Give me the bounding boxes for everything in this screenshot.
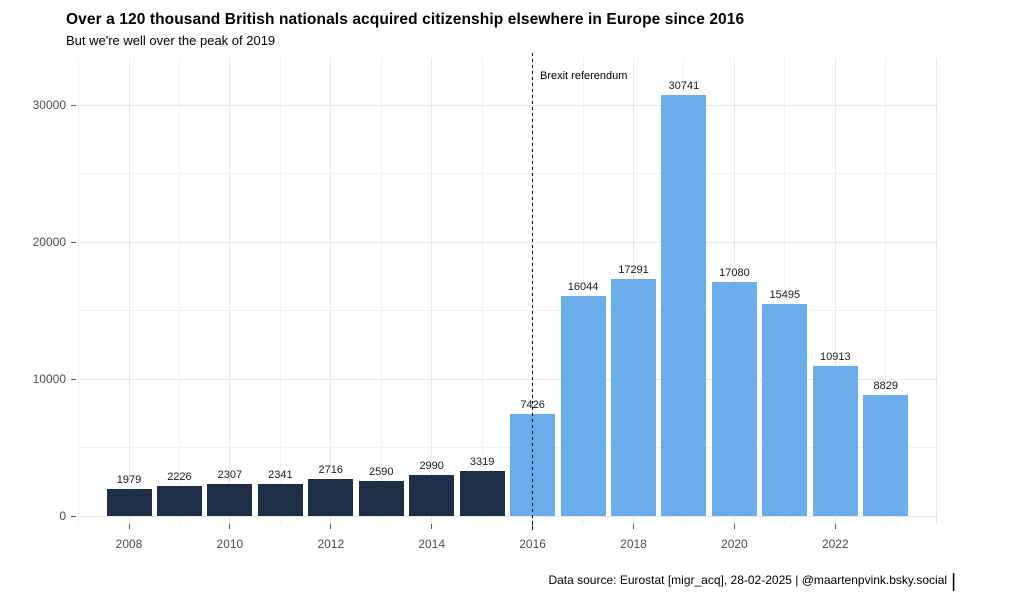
y-minor-gridline	[77, 447, 938, 448]
x-axis-tick	[330, 524, 332, 529]
bar-2010	[207, 484, 253, 516]
y-axis-tick	[71, 378, 76, 380]
x-major-gridline	[128, 58, 130, 524]
bar-2019	[661, 94, 707, 516]
x-axis-tick-label: 2016	[519, 537, 546, 551]
x-axis-tick-label: 2012	[317, 537, 345, 551]
x-axis-tick-label: 2008	[115, 537, 143, 551]
x-axis-tick-label: 2010	[216, 537, 244, 551]
x-minor-gridline	[885, 58, 887, 524]
x-major-gridline	[330, 58, 332, 524]
x-minor-gridline	[481, 58, 483, 524]
x-axis-tick	[733, 524, 735, 529]
bar-2012	[308, 478, 354, 516]
chart-title: Over a 120 thousand British nationals ac…	[66, 11, 745, 28]
bar-value-label-2019: 30741	[668, 79, 700, 92]
x-axis-tick	[834, 524, 836, 529]
x-major-gridline	[229, 58, 231, 524]
x-minor-gridline	[279, 58, 281, 524]
y-axis-tick	[71, 515, 76, 517]
bar-2008	[106, 488, 152, 516]
x-major-gridline	[935, 58, 937, 524]
y-minor-gridline	[77, 173, 938, 174]
x-minor-gridline	[178, 58, 180, 524]
bar-2011	[257, 483, 303, 516]
bar-value-label-2018: 17291	[618, 264, 649, 277]
y-axis-tick-label: 20000	[32, 235, 66, 249]
y-axis-tick-label: 0	[59, 509, 66, 523]
data-source-caption: Data source: Eurostat [migr_acq], 28-02-…	[548, 571, 956, 593]
bar-value-label-2023: 8829	[873, 380, 898, 393]
bar-value-label-2021: 15495	[769, 288, 801, 301]
y-axis-tick	[71, 104, 76, 106]
y-major-gridline	[77, 104, 938, 106]
y-axis-tick	[71, 241, 76, 243]
x-minor-gridline	[784, 58, 786, 524]
bar-value-label-2020: 17080	[719, 267, 750, 279]
x-minor-gridline	[582, 58, 584, 524]
bar-value-label-2022: 10913	[820, 351, 851, 364]
x-axis-tick-label: 2014	[418, 537, 446, 551]
bar-value-label-2012: 2716	[318, 463, 344, 476]
brexit-referendum-line	[532, 53, 533, 531]
bar-2014	[409, 475, 455, 516]
x-minor-gridline	[78, 58, 80, 524]
x-axis-tick	[431, 524, 433, 529]
x-minor-gridline	[380, 58, 382, 524]
caption-end-bar: |	[951, 571, 956, 592]
caption-text: Data source: Eurostat [migr_acq], 28-02-…	[548, 573, 948, 587]
x-axis-tick-label: 2022	[821, 537, 849, 551]
bar-2017	[560, 296, 606, 516]
bar-value-label-2008: 1979	[116, 473, 142, 486]
x-axis-tick-label: 2018	[620, 537, 647, 551]
bar-value-label-2010: 2307	[217, 469, 243, 482]
bar-value-label-2015: 3319	[469, 455, 495, 468]
x-major-gridline	[834, 58, 836, 524]
bar-value-label-2013: 2590	[369, 465, 394, 478]
bar-2023	[863, 395, 909, 516]
y-major-gridline	[77, 515, 938, 517]
bar-2020	[711, 282, 757, 516]
bar-value-label-2011: 2341	[268, 468, 293, 481]
y-axis-tick-label: 10000	[32, 372, 66, 386]
x-axis-tick	[128, 524, 130, 529]
x-axis-tick-label: 2020	[721, 537, 748, 551]
brexit-referendum-annotation: Brexit referendum	[540, 70, 628, 82]
bar-2015	[459, 470, 505, 516]
chart-subtitle: But we're well over the peak of 2019	[66, 33, 276, 48]
y-major-gridline	[77, 378, 938, 380]
x-axis-tick	[633, 524, 634, 529]
bar-value-label-2009: 2226	[167, 470, 192, 483]
bar-2022	[812, 366, 858, 516]
y-axis-tick-label: 30000	[32, 98, 66, 112]
y-minor-gridline	[77, 310, 938, 311]
x-axis-tick	[229, 524, 231, 529]
bar-value-label-2017: 16044	[567, 281, 599, 294]
bar-value-label-2014: 2990	[419, 460, 444, 473]
bar-2009	[156, 485, 202, 516]
bar-2018	[611, 279, 656, 516]
bar-2021	[762, 303, 808, 516]
x-major-gridline	[431, 58, 433, 524]
bar-2013	[358, 480, 404, 516]
y-major-gridline	[77, 241, 938, 243]
